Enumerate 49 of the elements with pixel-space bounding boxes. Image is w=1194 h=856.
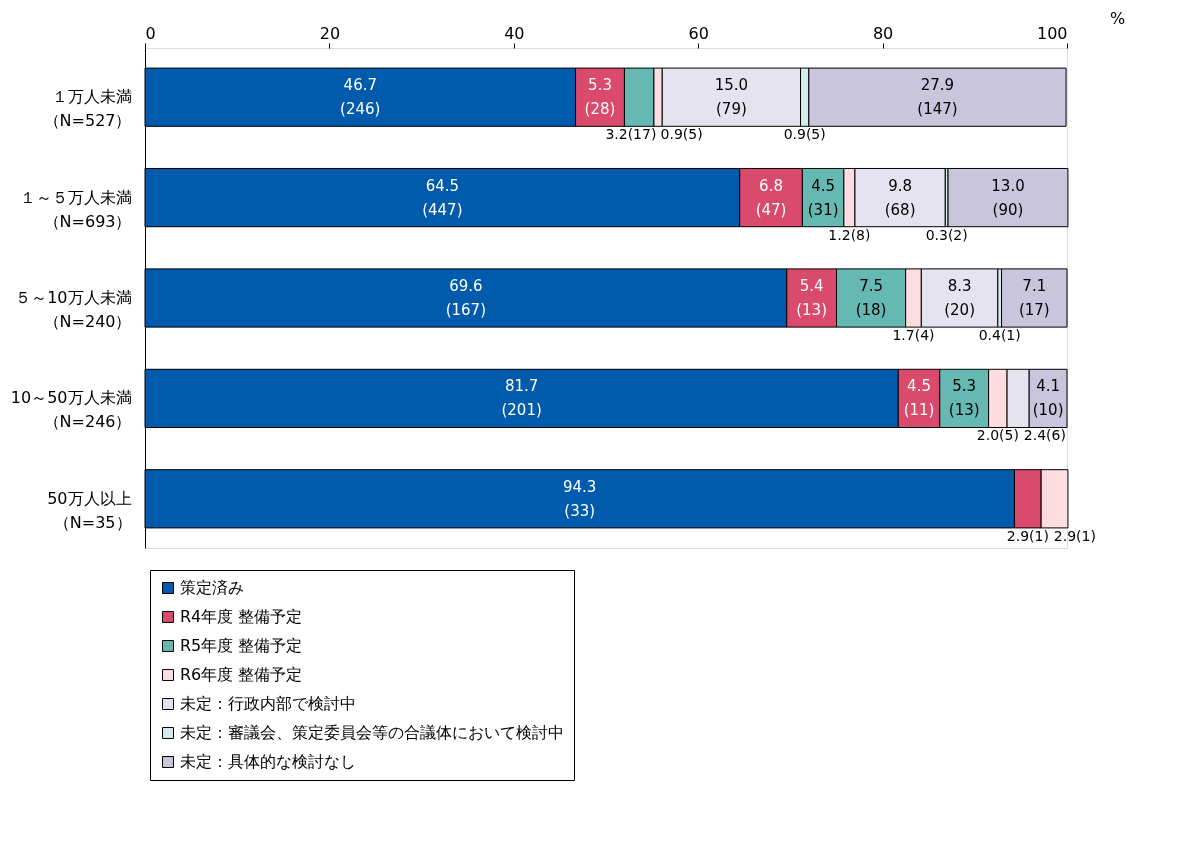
legend-label: 未定：具体的な検討なし: [180, 752, 356, 771]
data-label: 2.9(1): [1053, 527, 1096, 544]
legend-label: 未定：行政内部で検討中: [180, 694, 356, 713]
data-label: 1.2(8): [828, 226, 871, 243]
x-tick-label: 100: [1036, 23, 1068, 43]
data-label: 27.9 (147): [917, 76, 958, 119]
data-label: 7.1 (17): [1018, 277, 1050, 319]
data-label: 1.7(4): [892, 327, 935, 343]
x-axis-title: %: [1109, 8, 1126, 28]
x-tick-label: 60: [688, 23, 709, 43]
data-label: 13.0 (90): [991, 176, 1025, 219]
y-tick-label: 50万人以上（N=35）: [47, 488, 132, 532]
x-tick-label: 80: [872, 23, 894, 43]
data-label: 2.0(5): [976, 427, 1019, 444]
data-label: 4.5 (11): [903, 377, 935, 420]
y-tick-label: １～５万人未満（N=693）: [19, 187, 132, 231]
x-tick-label: 40: [504, 23, 525, 43]
data-label: 0.9(5): [660, 126, 703, 143]
data-label: 8.3 (20): [944, 277, 975, 319]
data-label: 6.8 (47): [755, 176, 787, 219]
legend-label: R4年度 整備予定: [180, 607, 303, 626]
data-label: 0.9(5): [783, 126, 826, 143]
legend-label: 未定：審議会、策定委員会等の合議体において検討中: [180, 723, 564, 742]
y-tick-label: ５～10万人未満（N=240）: [15, 288, 132, 331]
x-tick-label: 20: [319, 23, 341, 43]
data-label: 46.7 (246): [340, 76, 381, 119]
data-label: 64.5 (447): [422, 176, 463, 219]
data-label: 5.3 (13): [948, 377, 980, 420]
data-label: 0.3(2): [925, 226, 968, 243]
data-label: 5.4 (13): [796, 277, 827, 319]
data-label: 5.3 (28): [584, 76, 616, 119]
data-label: 2.4(6): [1023, 427, 1066, 444]
data-label: 4.5 (31): [807, 176, 839, 219]
data-label: 0.4(1): [978, 327, 1021, 343]
data-label: 4.1 (10): [1032, 377, 1064, 420]
data-label: 7.5 (18): [855, 277, 887, 319]
data-label: 94.3 (33): [563, 477, 597, 520]
legend-label: R6年度 整備予定: [180, 665, 303, 684]
data-label: 9.8 (68): [884, 176, 916, 219]
data-label: 69.6 (167): [445, 277, 487, 319]
y-tick-label: 10～50万人未満（N=246）: [10, 388, 132, 432]
legend-label: 策定済み: [180, 578, 244, 597]
x-tick-label: 0: [145, 23, 156, 43]
y-tick-label: １万人未満（N=527）: [43, 87, 132, 131]
data-label: 2.9(1): [1006, 527, 1049, 544]
data-label: 81.7 (201): [501, 377, 542, 420]
data-label: 15.0 (79): [714, 76, 749, 119]
legend-label: R5年度 整備予定: [180, 636, 303, 655]
data-label: 3.2(17): [605, 126, 657, 143]
